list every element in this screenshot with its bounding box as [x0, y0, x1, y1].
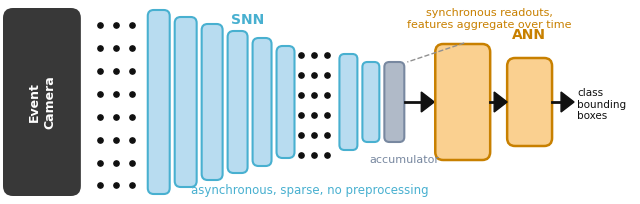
Text: class
bounding
boxes: class bounding boxes	[577, 88, 626, 121]
Text: ANN: ANN	[512, 28, 546, 42]
FancyBboxPatch shape	[362, 62, 380, 142]
FancyBboxPatch shape	[385, 62, 404, 142]
FancyBboxPatch shape	[507, 58, 552, 146]
Text: asynchronous, sparse, no preprocessing: asynchronous, sparse, no preprocessing	[191, 184, 428, 197]
Text: synchronous readouts,
features aggregate over time: synchronous readouts, features aggregate…	[407, 8, 572, 30]
FancyBboxPatch shape	[3, 8, 81, 196]
FancyBboxPatch shape	[202, 24, 223, 180]
Text: SNN: SNN	[231, 13, 264, 27]
FancyBboxPatch shape	[175, 17, 196, 187]
Polygon shape	[494, 92, 507, 112]
FancyBboxPatch shape	[228, 31, 248, 173]
FancyBboxPatch shape	[435, 44, 490, 160]
Polygon shape	[561, 92, 574, 112]
FancyBboxPatch shape	[253, 38, 271, 166]
FancyBboxPatch shape	[276, 46, 294, 158]
Polygon shape	[421, 92, 435, 112]
FancyBboxPatch shape	[339, 54, 357, 150]
Text: Event
Camera: Event Camera	[28, 75, 56, 129]
FancyBboxPatch shape	[148, 10, 170, 194]
Text: accumulator: accumulator	[369, 155, 439, 165]
